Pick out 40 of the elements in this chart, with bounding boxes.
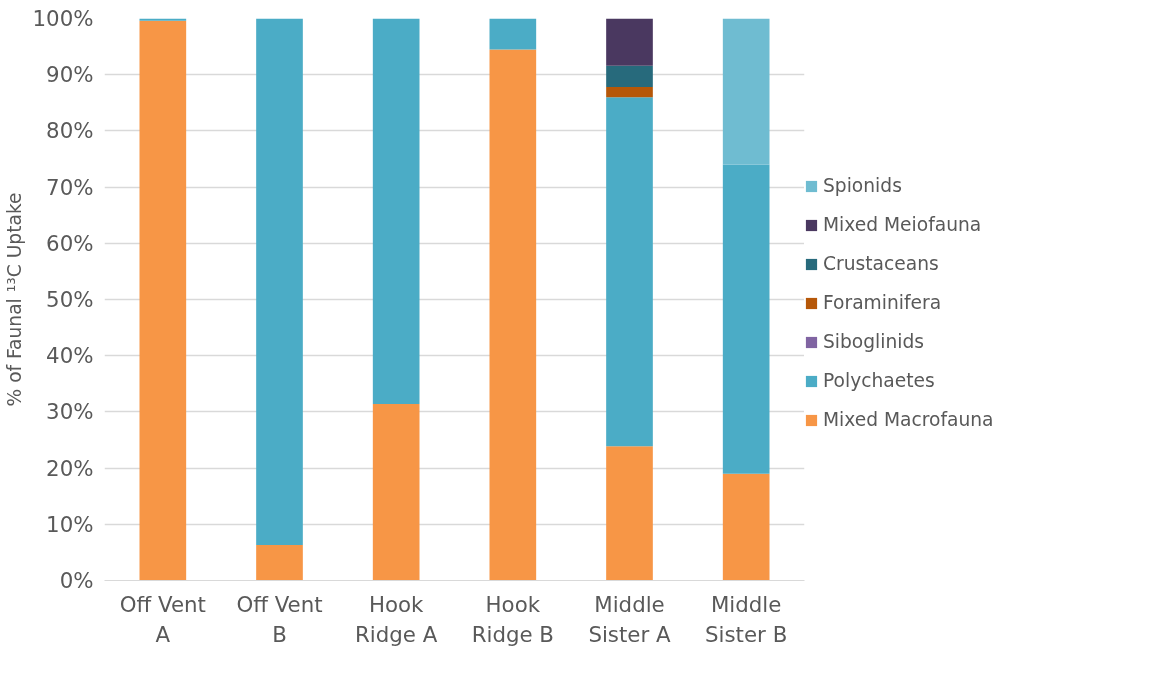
legend-label: Foraminifera bbox=[823, 292, 942, 313]
bar bbox=[722, 18, 770, 165]
y-tick-label: 30% bbox=[46, 399, 94, 425]
legend-label: Mixed Macrofauna bbox=[823, 409, 994, 430]
x-tick-label: Hook Ridge A bbox=[355, 591, 438, 647]
bar bbox=[372, 404, 420, 581]
bar bbox=[722, 473, 770, 581]
legend-label: Crustaceans bbox=[823, 253, 939, 274]
x-tick-label: Hook Ridge B bbox=[471, 591, 555, 647]
y-tick-label: 0% bbox=[59, 568, 94, 593]
legend-label: Spionids bbox=[823, 175, 902, 196]
x-tick-label: Off Vent B bbox=[236, 591, 323, 647]
y-tick-label: 80% bbox=[46, 118, 94, 144]
legend-label: Siboglinids bbox=[823, 331, 925, 352]
bar bbox=[256, 545, 303, 581]
bar bbox=[489, 49, 537, 581]
x-tick-label: Off Vent A bbox=[119, 591, 206, 647]
y-tick-label: 90% bbox=[46, 62, 94, 88]
bar bbox=[606, 65, 653, 88]
bar bbox=[606, 18, 653, 66]
bar bbox=[372, 18, 420, 405]
bar bbox=[256, 18, 303, 546]
bar bbox=[722, 164, 770, 474]
bar bbox=[606, 97, 653, 447]
bar bbox=[606, 87, 653, 98]
legend-label: Mixed Meiofauna bbox=[823, 214, 982, 235]
y-tick-label: 100% bbox=[32, 6, 94, 31]
y-axis-title: % of Faunal ¹³C Uptake bbox=[3, 192, 25, 407]
y-tick-label: 50% bbox=[46, 287, 94, 312]
y-tick-label: 40% bbox=[46, 343, 94, 369]
bar bbox=[606, 446, 653, 581]
y-tick-label: 60% bbox=[46, 230, 94, 256]
legend-label: Polychaetes bbox=[823, 370, 935, 391]
bar bbox=[139, 20, 187, 581]
bar bbox=[489, 18, 537, 50]
y-tick-label: 70% bbox=[46, 174, 94, 200]
y-tick-label: 20% bbox=[46, 455, 94, 481]
x-tick-label: Middle Sister A bbox=[588, 591, 672, 647]
y-tick-label: 10% bbox=[46, 511, 94, 537]
x-tick-label: Middle Sister B bbox=[705, 591, 788, 647]
